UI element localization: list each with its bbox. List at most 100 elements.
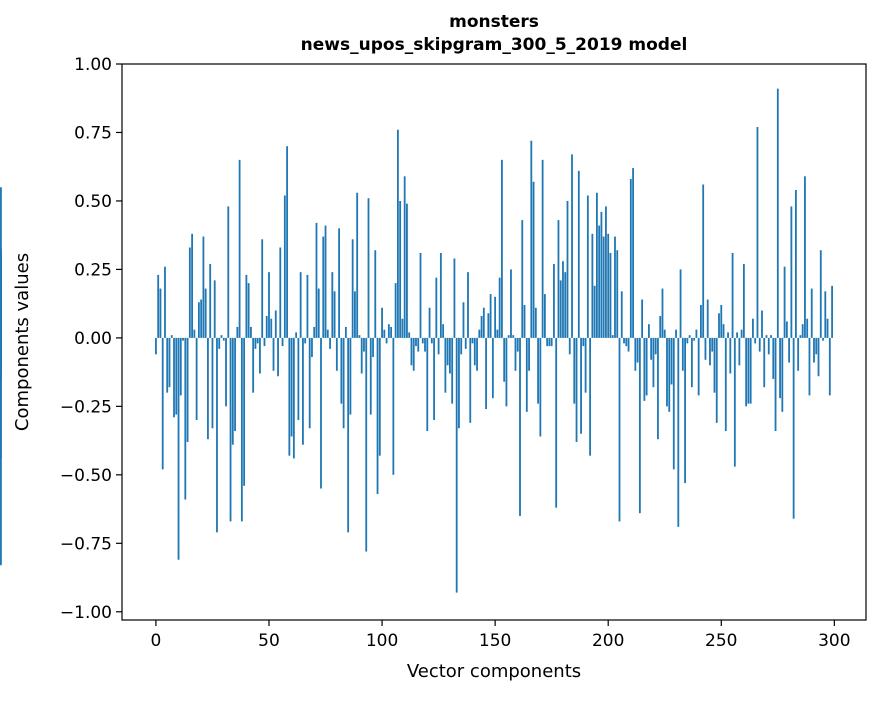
bar	[645, 337, 648, 396]
bar	[781, 337, 784, 412]
bar	[256, 337, 259, 344]
y-tick-label: 0.75	[74, 123, 112, 143]
bar	[317, 288, 320, 338]
bar	[591, 233, 594, 338]
bar	[505, 337, 508, 407]
bar	[254, 337, 257, 349]
bar	[489, 294, 492, 338]
bar	[700, 305, 702, 338]
bar	[580, 337, 582, 434]
bar	[813, 337, 815, 363]
bar	[806, 318, 809, 338]
bar	[566, 200, 569, 338]
bar	[243, 337, 246, 486]
bar	[774, 337, 777, 432]
bar	[546, 337, 549, 347]
bar	[458, 337, 460, 429]
y-axis: 1.00 0.75 0.50 0.25 0.00 −0.25 −0.50 −0.75 −1.00	[60, 55, 122, 623]
bar	[184, 337, 187, 500]
bar	[295, 332, 298, 338]
bar	[666, 337, 668, 407]
bar	[491, 337, 494, 399]
bar	[428, 307, 431, 338]
bar	[670, 337, 673, 385]
bar	[207, 337, 209, 440]
bar	[593, 285, 596, 338]
bar	[161, 337, 164, 470]
bar	[227, 206, 230, 338]
bar	[159, 288, 162, 338]
bar	[392, 337, 395, 475]
bar	[415, 337, 417, 347]
bar	[299, 272, 302, 338]
bar	[752, 318, 754, 338]
bar	[749, 337, 752, 404]
x-tick-label: 200	[592, 631, 624, 651]
y-tick-label: −0.50	[60, 466, 112, 486]
bar	[672, 337, 675, 470]
bar	[722, 324, 725, 338]
bar	[449, 337, 451, 374]
bar	[494, 296, 497, 338]
plot-frame	[121, 63, 867, 621]
bar	[387, 324, 390, 338]
bar	[498, 277, 501, 338]
bar	[736, 332, 739, 338]
bar	[170, 335, 173, 338]
bar	[785, 321, 788, 338]
bar	[693, 337, 696, 341]
bar	[519, 337, 521, 516]
bar	[534, 307, 537, 338]
bar	[333, 291, 336, 338]
bar	[197, 302, 200, 338]
bar	[195, 337, 198, 421]
bar	[372, 337, 374, 358]
bar	[340, 337, 343, 404]
bar	[686, 337, 689, 344]
bar	[236, 326, 239, 338]
y-tick-label: 0.50	[74, 192, 112, 212]
bar	[801, 324, 804, 338]
bar	[326, 329, 329, 338]
y-tick-label: −0.25	[60, 397, 112, 417]
bar	[311, 337, 313, 358]
bar	[745, 337, 748, 407]
bar	[711, 337, 714, 352]
bar	[399, 200, 402, 338]
bar	[378, 337, 381, 456]
bar	[351, 239, 354, 338]
bar	[654, 337, 657, 355]
bar	[283, 195, 286, 338]
bar	[742, 263, 745, 338]
bar	[252, 337, 255, 393]
bar	[229, 337, 232, 522]
bar	[344, 326, 347, 338]
bar	[202, 236, 205, 338]
chart-title: monsters	[449, 12, 539, 32]
bar	[501, 159, 503, 338]
bar	[381, 307, 383, 338]
bar	[444, 337, 447, 393]
bar	[715, 337, 718, 423]
bar	[177, 337, 180, 560]
bar-series	[0, 88, 833, 593]
bar	[815, 337, 818, 355]
bar	[358, 335, 361, 338]
bar	[238, 159, 241, 338]
bar	[720, 305, 723, 338]
bar	[376, 337, 379, 495]
bar	[324, 225, 327, 338]
bar	[663, 329, 666, 338]
bar	[374, 250, 377, 338]
bar	[623, 337, 625, 344]
bar	[281, 337, 284, 347]
x-tick-label: 0	[151, 631, 162, 651]
bar	[304, 337, 307, 344]
bar	[360, 337, 363, 374]
bar	[0, 337, 2, 379]
bar	[460, 337, 463, 355]
bar	[532, 181, 535, 338]
bar	[530, 140, 533, 338]
bar	[302, 337, 304, 445]
